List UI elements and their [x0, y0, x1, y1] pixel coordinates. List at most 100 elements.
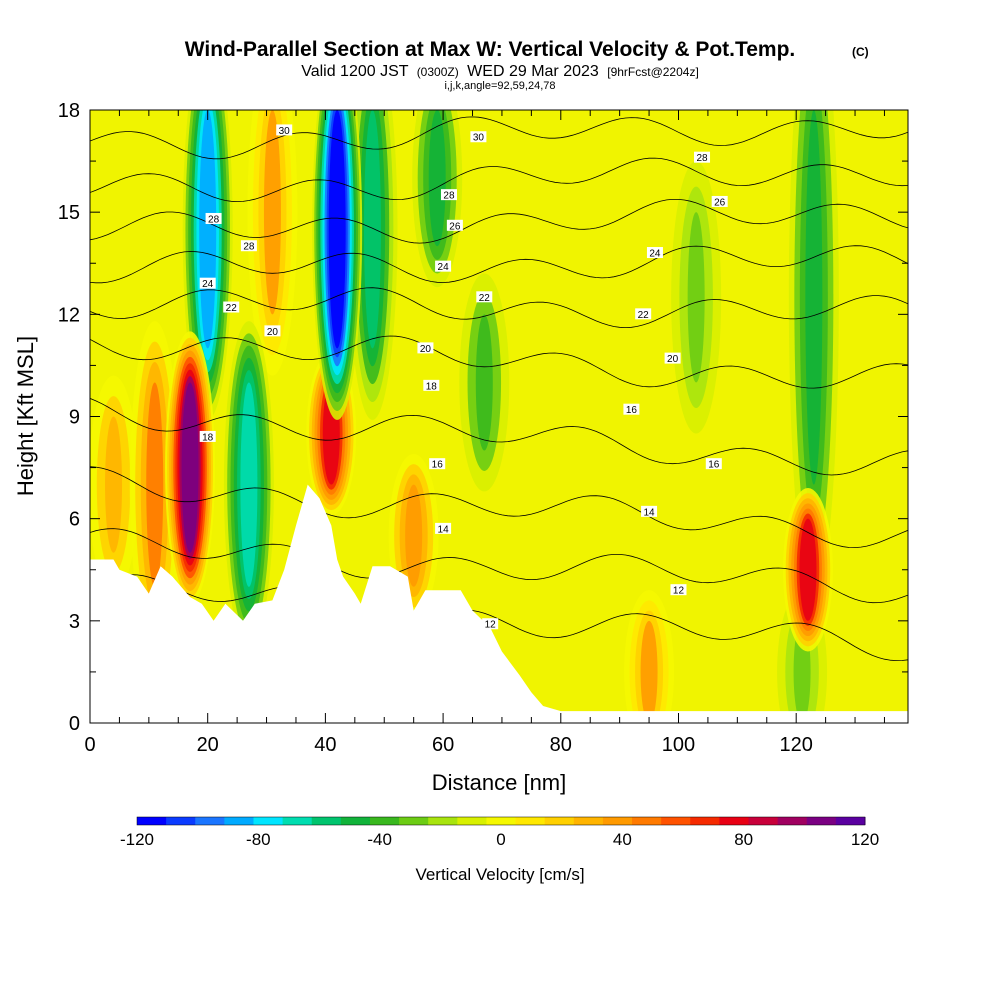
contour-label-bg — [264, 325, 281, 337]
y-tick-label: 3 — [69, 611, 80, 633]
contour-label-bg — [440, 189, 457, 201]
contour-label-bg — [623, 403, 640, 415]
colorbar-swatch — [486, 817, 517, 825]
contour-label-text: 24 — [202, 279, 214, 290]
theta-contour-18 — [90, 398, 908, 476]
contour-label-text: 14 — [644, 507, 656, 518]
y-tick-label: 6 — [69, 509, 80, 531]
colorbar-swatch — [835, 817, 866, 825]
contour-label-bg — [694, 151, 711, 163]
theta-contour-26 — [90, 199, 908, 244]
contour-label-bg — [470, 131, 487, 143]
colorbar-swatch — [137, 817, 167, 825]
contour-label-bg — [435, 522, 452, 534]
contour-label-bg — [417, 342, 434, 354]
contour-label-bg — [646, 247, 663, 259]
contour-label: 26 — [446, 219, 463, 232]
contour-label: 28 — [440, 189, 457, 202]
colorbar-swatch — [282, 817, 313, 825]
contour-label-bg — [641, 505, 658, 517]
vertical-velocity-cell — [240, 382, 258, 587]
section-indices: i,j,k,angle=92,59,24,78 — [444, 80, 555, 92]
contour-label-bg — [670, 584, 687, 596]
colorbar-swatch — [340, 817, 371, 825]
colorbar-swatch — [428, 817, 458, 825]
terrain-mask — [90, 484, 908, 723]
chart-title: Wind-Parallel Section at Max W: Vertical… — [185, 38, 796, 61]
y-tick-label: 0 — [69, 713, 80, 735]
colorbar-tick-label: -120 — [120, 830, 154, 849]
contour-label-bg — [240, 240, 257, 252]
contour-label-text: 30 — [279, 126, 291, 137]
contour-label-bg — [705, 458, 722, 470]
vertical-velocity-cell — [363, 110, 381, 349]
contour-label-text: 18 — [426, 381, 438, 392]
contour-label: 20 — [664, 352, 681, 365]
contour-label-bg — [276, 124, 293, 136]
contour-label-bg — [435, 260, 452, 272]
contour-label: 12 — [670, 584, 687, 597]
subtitle-forecast: [9hrFcst@2204z] — [607, 65, 699, 79]
vertical-velocity-cell — [181, 382, 199, 553]
vertical-velocity-cell — [263, 110, 281, 315]
contour-label-bg — [423, 379, 440, 391]
x-axis-title: Distance [nm] — [432, 770, 567, 795]
contour-label-text: 28 — [696, 153, 708, 164]
colorbar-swatch — [632, 817, 662, 825]
y-tick-label: 18 — [58, 100, 80, 122]
theta-contour-16 — [90, 466, 908, 549]
contour-label-bg — [429, 458, 446, 470]
vertical-velocity-cell — [687, 212, 705, 383]
theta-contour-30 — [90, 116, 908, 160]
colorbar: -120 -80 -40 0 40 80 120 — [120, 816, 879, 849]
contour-label: 22 — [223, 301, 240, 314]
colorbar-swatch — [573, 817, 604, 825]
contour-label-bg — [199, 430, 216, 442]
colorbar-tick-label: -40 — [367, 830, 392, 849]
contour-label-text: 22 — [226, 303, 238, 314]
contour-label-bg — [635, 308, 652, 320]
subtitle-date: WED 29 Mar 2023 — [467, 63, 599, 80]
colorbar-tick-label: 120 — [851, 830, 879, 849]
contour-label: 18 — [199, 430, 216, 443]
plot-area: 30 30 28 26 28 28 28 26 24 24 24 22 22 22 20 20 20 18 18 16… — [90, 110, 908, 723]
contour-label-text: 14 — [438, 524, 450, 535]
colorbar-swatch — [777, 817, 808, 825]
contour-label: 14 — [435, 522, 452, 535]
contour-label-text: 12 — [673, 586, 685, 597]
contour-label-text: 18 — [202, 432, 214, 443]
contour-label: 26 — [711, 195, 728, 208]
contour-label: 16 — [705, 458, 722, 471]
contour-label-bg — [476, 291, 493, 303]
contour-label-bg — [446, 219, 463, 231]
x-tick-label: 80 — [550, 734, 572, 756]
y-tick-label: 9 — [69, 407, 80, 429]
theta-contour-20 — [90, 335, 908, 389]
axes: 0 20 40 60 80 100 120 0 3 6 9 12 15 18 — [58, 100, 908, 756]
contour-label: 16 — [623, 403, 640, 416]
contour-label-text: 24 — [649, 249, 661, 260]
copyright-mark: (C) — [852, 45, 869, 59]
contour-label-bg — [223, 301, 240, 313]
contour-label: 20 — [417, 342, 434, 355]
x-tick-label: 120 — [779, 734, 812, 756]
y-tick-label: 12 — [58, 304, 80, 326]
contour-label: 22 — [635, 308, 652, 321]
contour-label: 22 — [476, 291, 493, 304]
colorbar-swatch — [457, 817, 487, 825]
contour-label-text: 20 — [420, 344, 432, 355]
contour-label: 20 — [264, 325, 281, 338]
potential-temperature-contours — [90, 116, 908, 662]
contour-labels: 30 30 28 26 28 28 28 26 24 24 24 22 22 22 20 20 20 18 18 16… — [199, 124, 728, 631]
contour-label-text: 26 — [714, 197, 726, 208]
contour-label: 24 — [646, 247, 663, 260]
colorbar-tick-label: 0 — [496, 830, 505, 849]
contour-label-text: 22 — [638, 310, 650, 321]
contour-label: 28 — [240, 240, 257, 253]
colorbar-tick-label: 40 — [613, 830, 632, 849]
vertical-velocity-cell — [805, 110, 823, 485]
contour-label: 24 — [199, 277, 216, 290]
contour-label-text: 28 — [443, 191, 455, 202]
vertical-velocity-cell — [199, 110, 217, 349]
